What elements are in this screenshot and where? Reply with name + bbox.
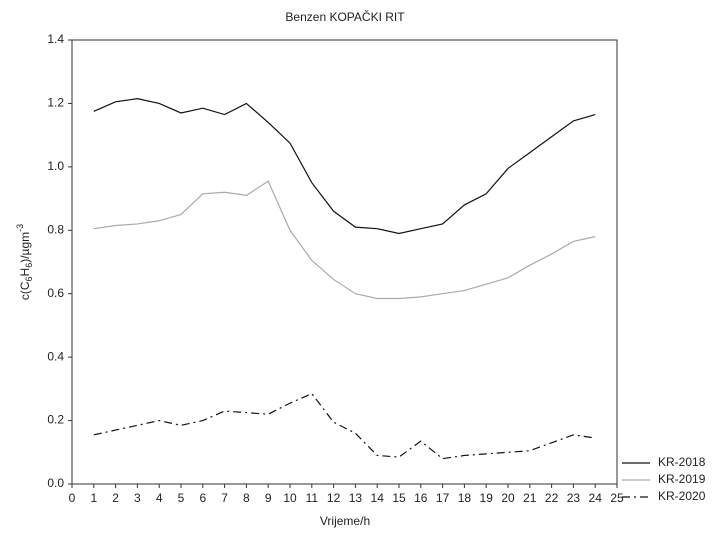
y-tick-label: 1.0	[47, 159, 64, 173]
chart-title: Benzen KOPAČKI RIT	[285, 9, 405, 24]
x-tick-label: 3	[134, 491, 141, 505]
y-tick-label: 0.0	[47, 476, 64, 490]
x-axis-label: Vrijeme/h	[320, 514, 370, 528]
y-label-sub: 6	[24, 276, 34, 281]
y-label-part: c(C	[18, 281, 32, 300]
x-tick-label: 2	[112, 491, 119, 505]
legend-label: KR-2019	[658, 472, 706, 486]
x-tick-label: 6	[199, 491, 206, 505]
line-series	[93, 98, 596, 235]
y-label-part: H	[18, 268, 32, 277]
y-tick-label: 0.8	[47, 222, 64, 236]
y-tick-label: 1.2	[47, 96, 64, 110]
x-tick-label: 12	[327, 491, 341, 505]
y-label-sup: -3	[15, 224, 25, 232]
x-tick-label: 9	[265, 491, 272, 505]
x-tick-label: 15	[392, 491, 406, 505]
x-tick-label: 23	[567, 491, 581, 505]
legend-label: KR-2020	[658, 489, 706, 503]
x-tick-label: 10	[283, 491, 297, 505]
legend-label: KR-2018	[658, 455, 706, 469]
x-tick-label: 11	[306, 491, 319, 505]
y-axis-label: c(C6H6)/µgm-3	[15, 224, 34, 300]
x-tick-label: 17	[436, 491, 450, 505]
x-tick-label: 0	[69, 491, 76, 505]
x-tick-label: 19	[480, 491, 494, 505]
y-tick-label: 0.2	[47, 413, 64, 427]
x-tick-label: 20	[501, 491, 515, 505]
x-tick-label: 25	[610, 491, 624, 505]
y-tick-label: 0.6	[47, 286, 64, 300]
x-tick-label: 22	[545, 491, 559, 505]
x-tick-label: 14	[371, 491, 385, 505]
y-label-part: )/µgm	[18, 232, 32, 263]
plot-frame	[71, 39, 618, 485]
x-tick-label: 4	[156, 491, 163, 505]
line-series	[93, 180, 596, 300]
y-tick-label: 0.4	[47, 349, 64, 363]
y-label-sub: 6	[24, 263, 34, 268]
x-tick-label: 21	[523, 491, 537, 505]
x-tick-label: 18	[458, 491, 472, 505]
y-tick-label: 1.4	[47, 32, 64, 46]
x-tick-label: 24	[589, 491, 603, 505]
x-tick-label: 16	[414, 491, 428, 505]
x-tick-label: 8	[243, 491, 250, 505]
x-tick-label: 5	[178, 491, 185, 505]
x-tick-label: 7	[221, 491, 228, 505]
line-series	[93, 392, 596, 460]
x-tick-label: 13	[349, 491, 363, 505]
x-tick-label: 1	[90, 491, 97, 505]
